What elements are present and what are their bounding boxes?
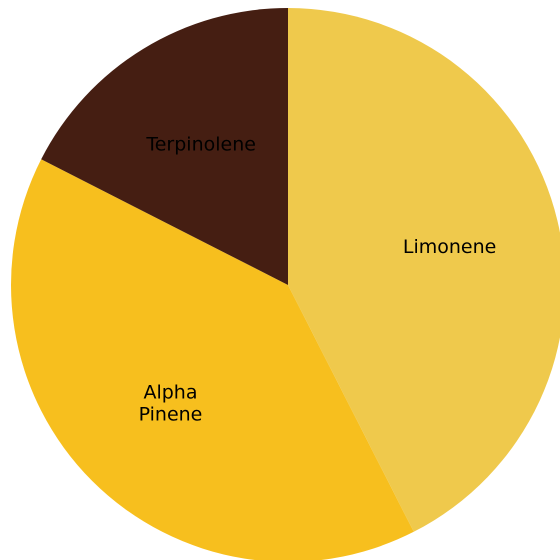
slice-label-alpha-pinene: Alpha Pinene	[139, 382, 203, 426]
pie-slice-limonene	[288, 8, 560, 532]
pie-slice-terpinolene	[41, 7, 288, 285]
pie-labels: Limonene Alpha Pinene Terpinolene	[139, 133, 497, 425]
pie-slice-alpha-pinene	[11, 159, 414, 560]
slice-label-terpinolene: Terpinolene	[145, 133, 256, 155]
slice-label-limonene: Limonene	[403, 236, 496, 258]
pie-slices	[11, 7, 560, 560]
